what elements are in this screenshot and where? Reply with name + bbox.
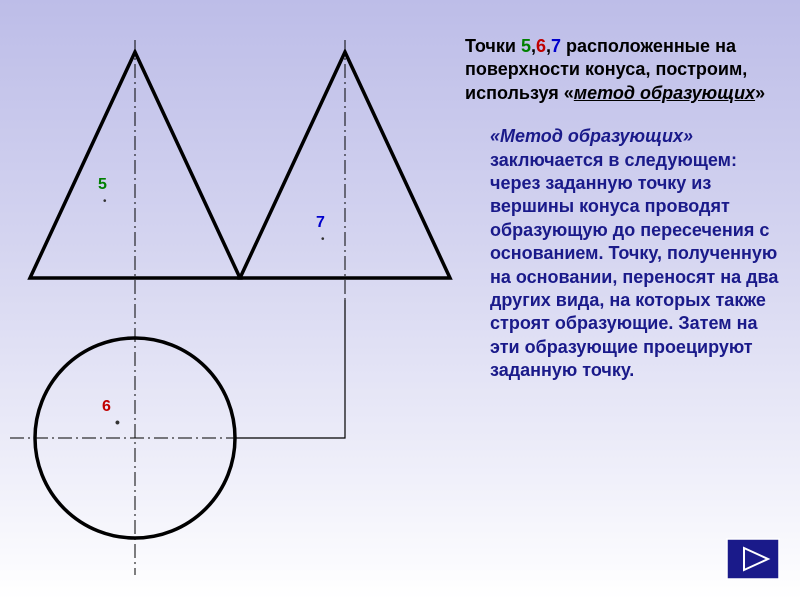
heading-5: 5 bbox=[521, 36, 531, 56]
point-6-dot: • bbox=[115, 414, 120, 430]
point-7-dot: • bbox=[321, 234, 325, 245]
point-5-label: 5 bbox=[98, 176, 107, 194]
heading-text: Точки 5,6,7 расположенные на поверхности… bbox=[465, 35, 785, 105]
diagram-area: 5 • 7 • 6 • bbox=[0, 0, 460, 600]
heading-6: 6 bbox=[536, 36, 546, 56]
projection-connector bbox=[235, 300, 345, 438]
point-5-dot: • bbox=[103, 196, 107, 207]
play-icon bbox=[726, 538, 780, 580]
point-7-label: 7 bbox=[316, 214, 325, 232]
geometry-svg bbox=[0, 0, 460, 600]
point-6-label: 6 bbox=[102, 398, 111, 416]
heading-close: » bbox=[755, 83, 765, 103]
heading-7: 7 bbox=[551, 36, 561, 56]
text-area: Точки 5,6,7 расположенные на поверхности… bbox=[465, 35, 785, 382]
body-lead: «Метод образующих» bbox=[490, 126, 693, 146]
body-rest: заключается в следующем: через заданную … bbox=[490, 150, 778, 381]
body-text: «Метод образующих» заключается в следующ… bbox=[465, 125, 785, 382]
next-button[interactable] bbox=[726, 538, 780, 580]
heading-pre: Точки bbox=[465, 36, 521, 56]
heading-method: метод образующих bbox=[574, 83, 755, 103]
